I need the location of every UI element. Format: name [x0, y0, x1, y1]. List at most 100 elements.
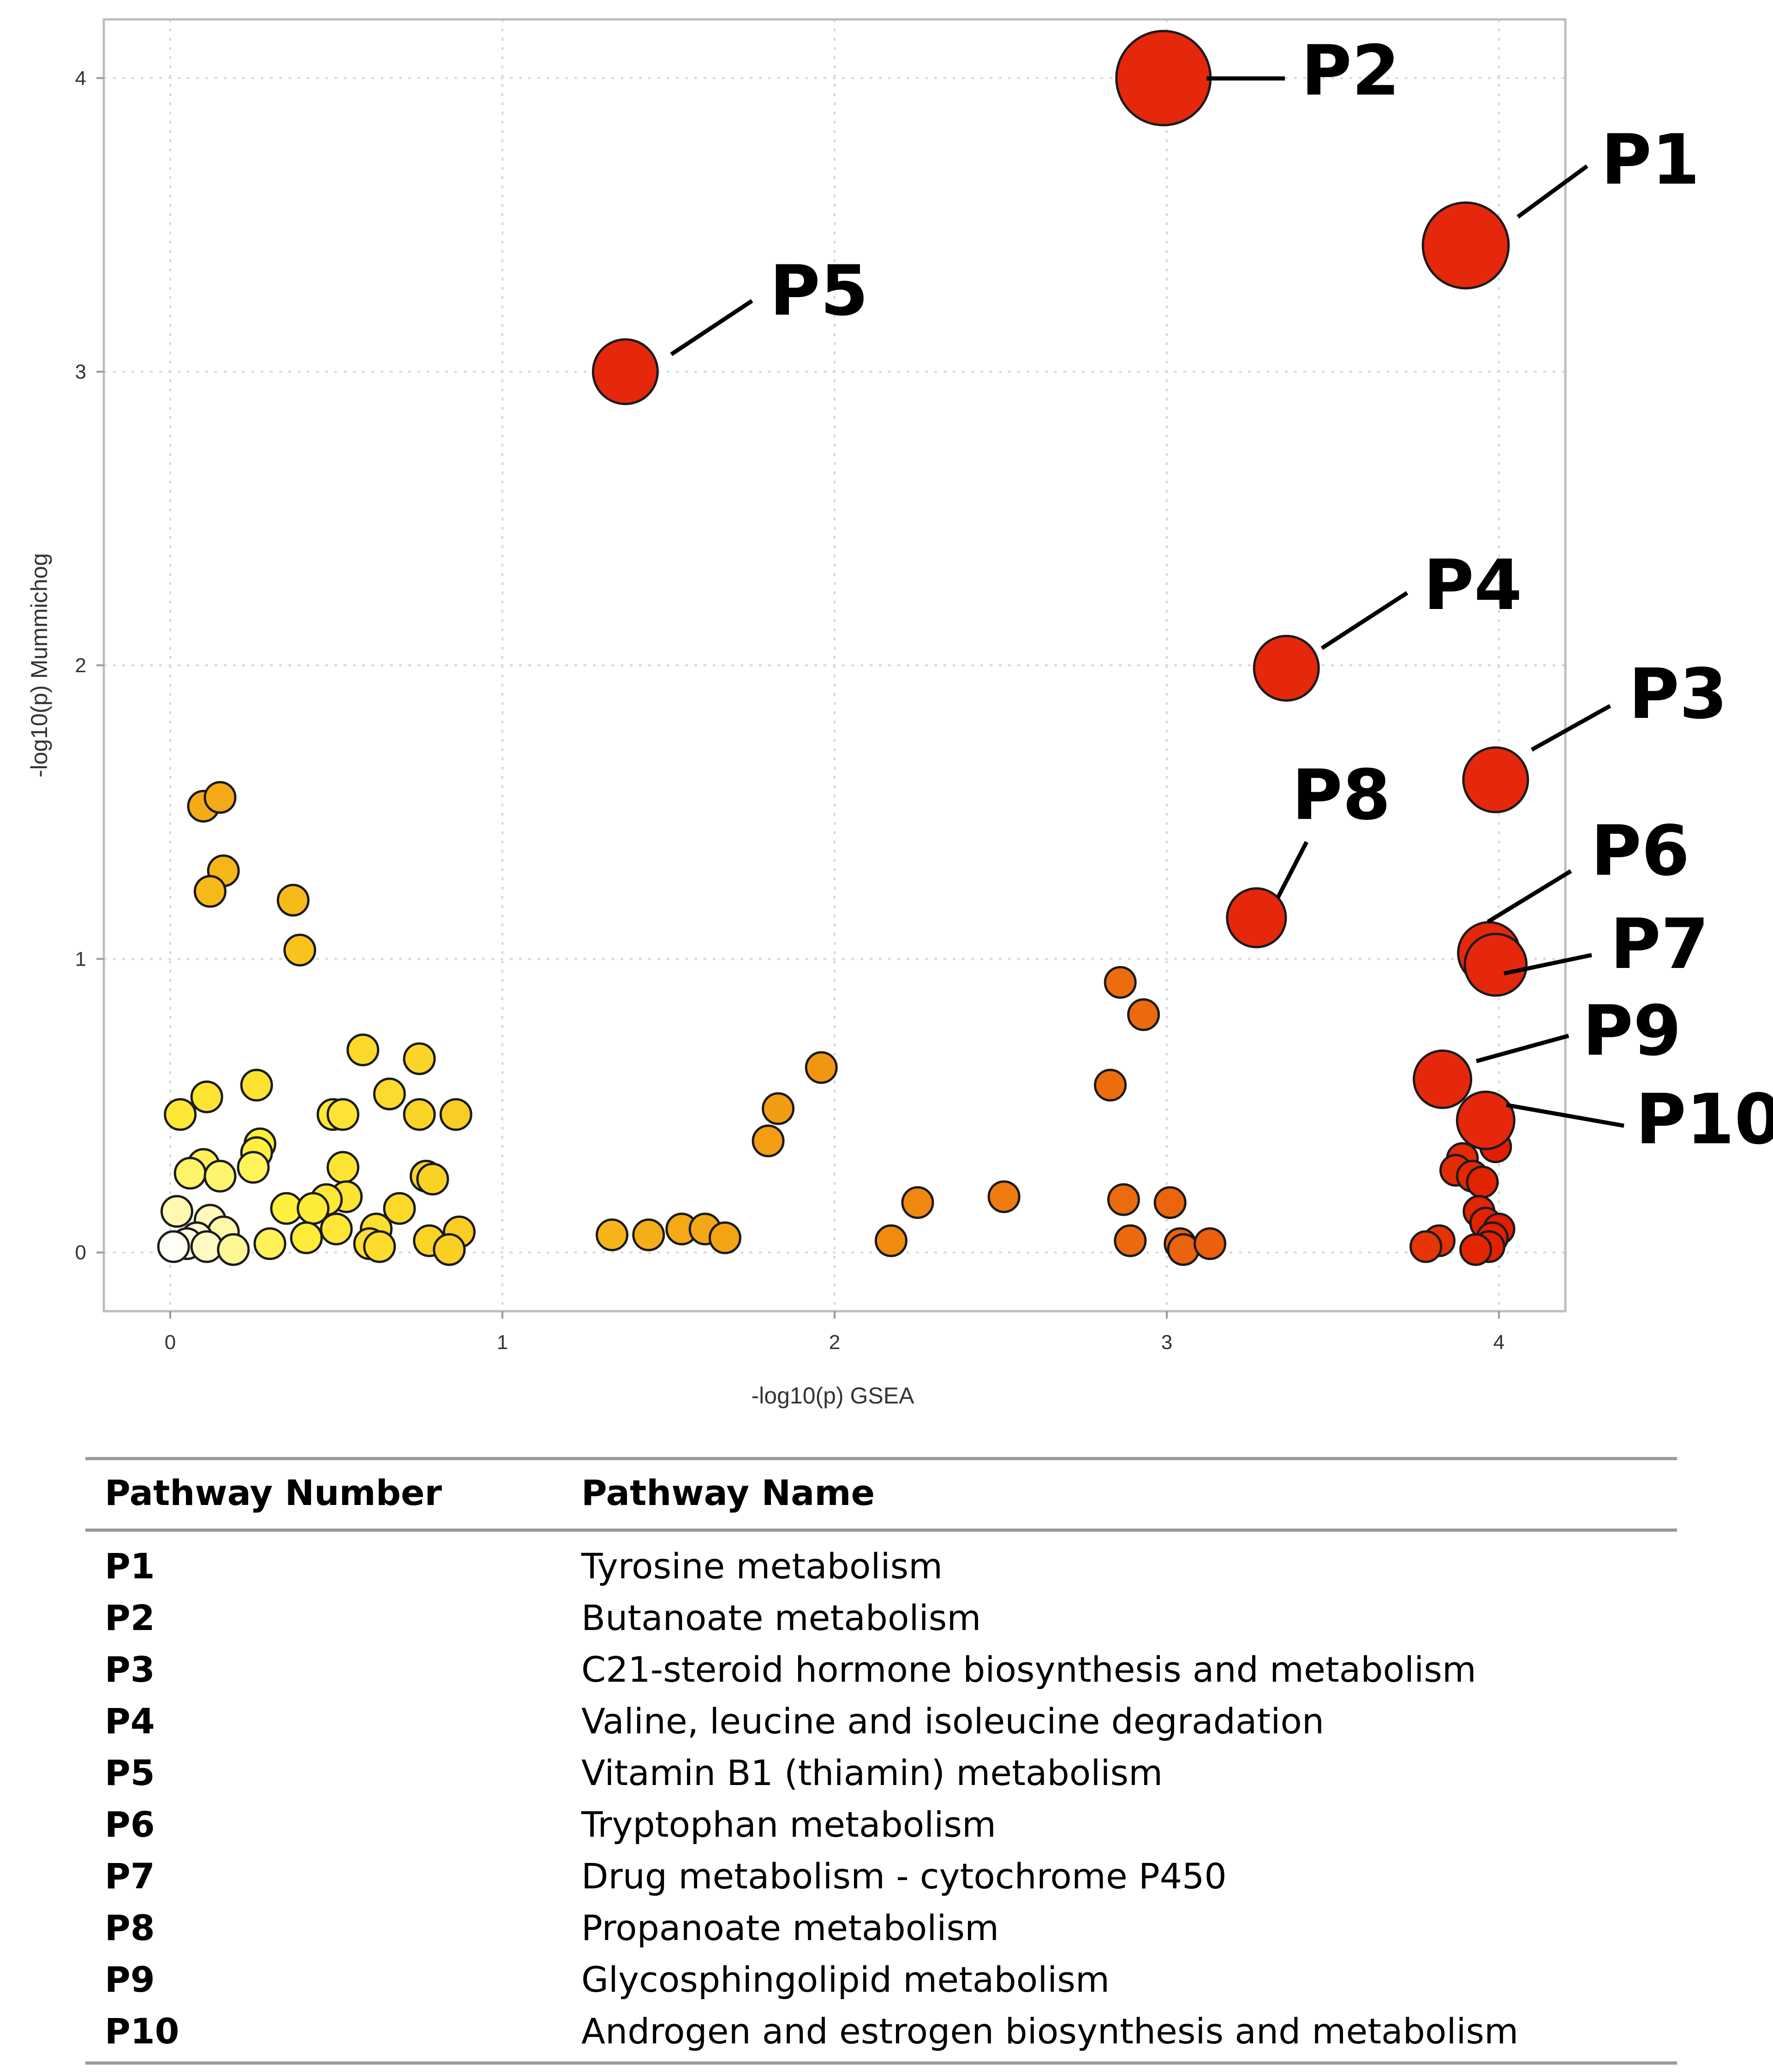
scatter-chart: 0 1 2 3 4 0 1 2 3 4 P1 P2 P3 P4 P5 P6 P7 P8 P9 P10 -log10… — [26, 18, 1773, 1409]
data-point — [403, 1042, 436, 1075]
pathway-name: Valine, leucine and isoleucine degradati… — [581, 1700, 1324, 1742]
header-pathway-number: Pathway Number — [105, 1472, 442, 1513]
pathway-name: Glycosphingolipid metabolism — [581, 1959, 1110, 2000]
data-point — [320, 1212, 353, 1246]
table-row: P5 Vitamin B1 (thiamin) metabolism — [85, 1747, 1677, 1798]
callout-label-p6: P6 — [1591, 811, 1689, 891]
header-pathway-name: Pathway Name — [581, 1472, 875, 1513]
y-tick-label-2: 2 — [75, 654, 86, 677]
data-point — [1127, 998, 1160, 1031]
pathway-number: P6 — [105, 1803, 155, 1845]
data-point — [203, 781, 237, 814]
pathway-name: Drug metabolism - cytochrome P450 — [581, 1855, 1227, 1897]
y-tick-label-0: 0 — [75, 1242, 86, 1264]
table-row: P9 Glycosphingolipid metabolism — [85, 1953, 1677, 2005]
table-header-row: Pathway Number Pathway Name — [85, 1460, 1677, 1525]
data-point — [1194, 1227, 1227, 1260]
data-point — [240, 1069, 273, 1102]
data-point — [1104, 966, 1137, 999]
pathway-point-p4 — [1253, 634, 1320, 702]
data-point — [596, 1218, 629, 1252]
pathway-number: P1 — [105, 1545, 155, 1587]
table-rule-bottom — [85, 2061, 1677, 2065]
table-rule-top — [85, 1457, 1677, 1460]
data-point — [1409, 1230, 1443, 1263]
y-axis-title: -log10(p) Mummichog — [26, 553, 52, 777]
callout-label-p10: P10 — [1636, 1080, 1773, 1160]
leader-line-p1 — [1516, 164, 1588, 219]
data-point — [439, 1098, 472, 1131]
leader-line-p8 — [1276, 841, 1308, 899]
leader-line-p9 — [1475, 1033, 1570, 1063]
data-point — [326, 1151, 359, 1184]
pathway-point-p9 — [1413, 1049, 1473, 1109]
data-point — [193, 875, 227, 908]
table-row: P2 Butanoate metabolism — [85, 1592, 1677, 1643]
pathway-name: Vitamin B1 (thiamin) metabolism — [581, 1752, 1163, 1793]
data-point — [217, 1233, 250, 1266]
data-point — [237, 1151, 270, 1184]
pathway-table: Pathway Number Pathway Name P1 Tyrosine m… — [85, 1457, 1677, 2065]
leader-line-p5 — [670, 299, 753, 356]
callout-label-p2: P2 — [1301, 31, 1400, 111]
data-point — [383, 1192, 416, 1225]
pathway-number: P8 — [105, 1907, 155, 1948]
table-body: P1 Tyrosine metabolism P2 Butanoate metabol… — [85, 1532, 1677, 2057]
x-tick-label-4: 4 — [1493, 1331, 1504, 1354]
leader-line-p10 — [1506, 1103, 1624, 1128]
x-tick-label-0: 0 — [165, 1331, 176, 1354]
callout-label-p4: P4 — [1423, 545, 1522, 626]
table-row: P8 Propanoate metabolism — [85, 1902, 1677, 1953]
pathway-point-p3 — [1462, 746, 1529, 813]
x-tick-label-2: 2 — [829, 1331, 840, 1354]
table-rule-middle — [85, 1529, 1677, 1532]
data-point — [762, 1092, 795, 1125]
leader-line-p6 — [1486, 869, 1572, 924]
data-point — [276, 884, 310, 917]
pathway-point-p8 — [1226, 887, 1287, 949]
pathway-point-p1 — [1421, 201, 1510, 290]
data-point — [403, 1098, 436, 1131]
grid-lines — [104, 19, 1565, 1311]
callout-leader-lines — [670, 76, 1624, 1128]
pathway-point-p7 — [1463, 932, 1528, 997]
pathway-number: P2 — [105, 1597, 155, 1638]
data-point — [363, 1230, 396, 1263]
table-row: P10 Androgen and estrogen biosynthesis an… — [85, 2005, 1677, 2057]
data-point — [290, 1221, 323, 1254]
table-row: P7 Drug metabolism - cytochrome P450 — [85, 1850, 1677, 1902]
callout-label-p5: P5 — [770, 251, 868, 331]
data-point — [1114, 1224, 1147, 1257]
data-point — [752, 1124, 785, 1158]
pathway-name: Androgen and estrogen biosynthesis and m… — [581, 2010, 1519, 2052]
leader-line-p3 — [1530, 704, 1612, 752]
pathway-number: P10 — [105, 2010, 179, 2052]
data-point — [805, 1051, 838, 1084]
callout-label-p8: P8 — [1292, 755, 1391, 836]
callout-label-p7: P7 — [1610, 904, 1709, 985]
pathway-point-p10 — [1456, 1090, 1516, 1150]
x-axis-title: -log10(p) GSEA — [752, 1383, 915, 1409]
x-tick-label-1: 1 — [497, 1331, 508, 1354]
data-point — [173, 1157, 207, 1190]
table-row: P3 C21-steroid hormone biosynthesis and m… — [85, 1643, 1677, 1695]
y-tick-label-4: 4 — [75, 67, 86, 90]
callout-label-p9: P9 — [1582, 991, 1681, 1071]
pathway-point-p2 — [1115, 30, 1212, 126]
pathway-number: P9 — [105, 1959, 155, 2000]
data-point — [1167, 1233, 1200, 1266]
table-row: P4 Valine, leucine and isoleucine degrada… — [85, 1695, 1677, 1747]
data-point — [203, 1159, 237, 1193]
data-point — [416, 1163, 449, 1196]
x-tick-label-3: 3 — [1161, 1331, 1172, 1354]
x-axis-ticks: 0 1 2 3 4 — [165, 1311, 1504, 1354]
data-point — [874, 1224, 907, 1257]
pathway-number: P7 — [105, 1855, 155, 1897]
pathway-number: P5 — [105, 1752, 155, 1793]
data-point — [326, 1098, 359, 1131]
data-points — [157, 30, 1529, 1266]
pathway-name: Propanoate metabolism — [581, 1907, 999, 1948]
pathway-name: C21-steroid hormone biosynthesis and met… — [581, 1648, 1476, 1690]
data-point — [708, 1221, 741, 1254]
pathway-name: Butanoate metabolism — [581, 1597, 981, 1638]
